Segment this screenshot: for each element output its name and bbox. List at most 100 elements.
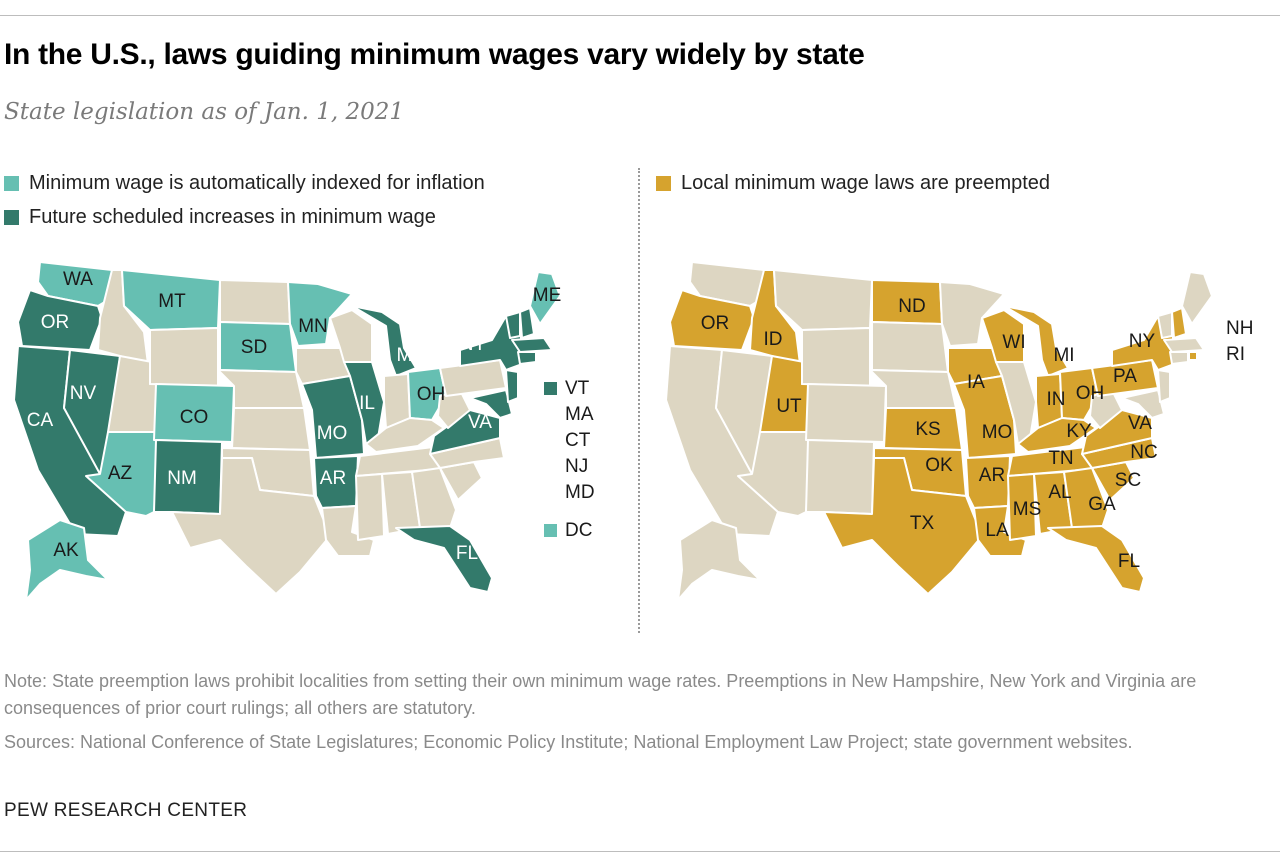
state-WY [801,327,871,387]
label-TN: TN [1048,448,1073,469]
state-MN [939,281,1005,347]
state-labels-right: OR ID UT ND KS OK TX IA MO AR LA WI MI I… [701,296,1158,572]
side-list-item: MA [544,402,595,428]
side-label-MA: MA [565,404,594,425]
nh-ri-state-list: NH RI [1226,316,1253,368]
state-NJ [505,369,519,403]
label-FL: FL [456,543,478,564]
label-NY: NY [1129,331,1156,352]
top-rule [0,15,1280,16]
label-UT: UT [776,396,802,417]
side-label-RI: RI [1226,344,1245,365]
label-KY: KY [1066,421,1092,442]
label-IL: IL [359,393,375,414]
northeast-state-list: VT MA CT NJ MD [544,376,595,506]
state-NH [519,307,535,339]
state-KY [365,417,445,453]
label-WI: WI [1002,332,1025,353]
chart-subtitle: State legislation as of Jan. 1, 2021 [4,99,405,125]
state-GA [411,467,457,529]
label-MI: MI [1053,345,1074,366]
side-list-item: CT [544,428,595,454]
state-AK [25,519,109,601]
label-GA: GA [1088,494,1116,515]
state-ME [529,271,561,325]
label-AL: AL [1048,482,1071,503]
state-VT [1157,311,1173,339]
note-text: Note: State preemption laws prohibit loc… [4,671,1197,718]
side-label-VT: VT [565,378,590,399]
state-ME [1181,271,1213,325]
label-OH: OH [417,384,446,405]
label-SC: SC [1115,470,1141,491]
label-PA: PA [1113,366,1137,387]
state-OR [17,289,103,351]
side-label-MD: MD [565,482,595,503]
label-FL: FL [1118,551,1140,572]
state-AK [677,519,761,601]
side-label-NJ: NJ [565,456,589,477]
side-list-item: VT [544,376,595,402]
label-LA: LA [985,520,1009,541]
state-LA [973,505,1027,557]
state-CT [1169,351,1189,365]
panel-divider [638,168,640,633]
state-CO [805,383,887,443]
legend-swatch-preempted [656,176,671,191]
label-MI: MI [396,345,417,366]
state-MD [1121,389,1165,419]
label-AK: AK [53,540,79,561]
state-KY [1017,417,1097,453]
state-GA [1063,467,1109,529]
legend-item-scheduled: Future scheduled increases in minimum wa… [4,206,436,229]
dc-label-item: DC [544,518,592,544]
state-TX [823,457,983,595]
label-ID: ID [764,329,783,350]
dc-swatch [544,524,557,537]
side-label-DC: DC [565,520,593,541]
state-MI [351,305,417,377]
legend-swatch-indexed [4,176,19,191]
label-AR: AR [320,468,346,489]
label-CO: CO [180,407,209,428]
label-IN: IN [1047,389,1066,410]
side-list-item: RI [1226,342,1253,368]
state-FL [395,525,493,593]
state-NJ [1157,369,1171,403]
legend-item-indexed: Minimum wage is automatically indexed fo… [4,172,485,195]
label-MN: MN [298,316,328,337]
label-OR: OR [41,312,70,333]
side-label-CT: CT [565,430,591,451]
state-MI [1003,305,1069,377]
state-MN [287,281,353,347]
state-TX [171,457,331,595]
state-shapes-left [13,261,561,601]
state-MS [355,473,385,541]
state-MA [1163,337,1205,353]
label-ME: ME [533,285,562,306]
state-RI [1188,351,1198,361]
state-CT [517,351,537,365]
state-NM [805,439,875,515]
label-MO: MO [982,422,1013,443]
state-shapes-right [665,261,1213,601]
legend-label-scheduled: Future scheduled increases in minimum wa… [29,206,436,228]
chart-title: In the U.S., laws guiding minimum wages … [4,38,865,71]
label-OK: OK [925,455,953,476]
label-VA: VA [468,412,492,433]
state-MA [511,337,553,353]
label-VA: VA [1128,413,1152,434]
label-TX: TX [910,513,935,534]
label-CA: CA [27,410,54,431]
label-AZ: AZ [108,463,133,484]
side-list-swatch [544,382,557,395]
legend-label-preempted: Local minimum wage laws are preempted [681,172,1051,194]
label-WA: WA [63,269,93,290]
brand-name: PEW RESEARCH CENTER [4,800,248,821]
label-KS: KS [915,419,940,440]
label-OH: OH [1076,383,1105,404]
state-SD [871,321,949,373]
label-NY: NY [460,334,487,355]
label-AR: AR [979,465,1005,486]
legend-item-preempted: Local minimum wage laws are preempted [656,172,1050,195]
